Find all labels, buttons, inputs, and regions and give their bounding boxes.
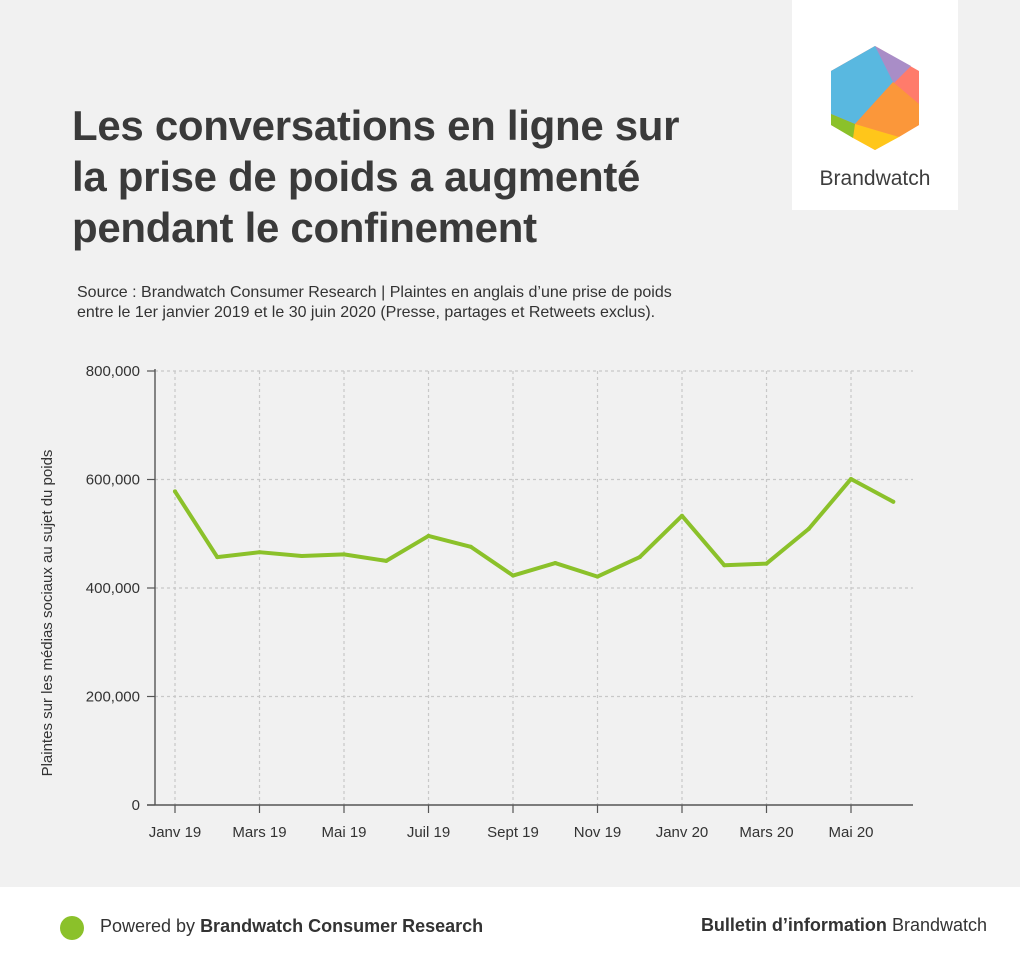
line-chart: 0 200,000 400,000 600,000 800,000 Janv 19 Mars… (39, 363, 913, 841)
data-point (680, 513, 684, 518)
title-line-3: pendant le confinement (72, 204, 537, 251)
x-tick-label: Mars 19 (232, 824, 286, 841)
data-point (299, 553, 304, 558)
y-tick-label: 200,000 (86, 689, 140, 706)
data-point (553, 561, 558, 566)
x-tick-label: Juil 19 (407, 824, 450, 841)
x-tick-label: Mars 20 (739, 824, 793, 841)
powered-brand: Brandwatch Consumer Research (200, 916, 484, 936)
x-tick-label: Janv 20 (656, 824, 709, 841)
x-tick-label: Mai 19 (321, 824, 366, 841)
brandwatch-hexagon-logo-icon (831, 46, 919, 150)
series-line (173, 476, 896, 579)
brand-logo-card: Brandwatch (792, 0, 958, 210)
y-tick-label: 600,000 (86, 472, 140, 489)
data-point (384, 558, 389, 563)
x-tick-label: Nov 19 (574, 824, 622, 841)
bulletin-bold: Bulletin d’information (700, 915, 887, 935)
data-point (173, 489, 177, 494)
title-line-1: Les conversations en ligne sur (72, 102, 680, 149)
y-tick-label: 800,000 (86, 363, 140, 380)
data-point (595, 574, 600, 579)
source-note: Source : Brandwatch Consumer Research | … (77, 283, 777, 323)
data-point (764, 561, 769, 566)
data-point (215, 555, 220, 560)
data-point (891, 499, 896, 504)
bulletin-brand: Brandwatch (886, 915, 987, 935)
powered-by-text: Powered by Brandwatch Consumer Research (100, 916, 483, 937)
title-line-2: la prise de poids a augmenté (72, 153, 641, 200)
y-tick-label: 0 (132, 797, 140, 814)
data-point (468, 544, 473, 549)
data-point (511, 573, 515, 578)
data-point (426, 533, 431, 538)
source-line-2: entre le 1er janvier 2019 et le 30 juin … (77, 304, 656, 321)
x-tick-label: Sept 19 (487, 824, 539, 841)
y-axis-label: Plaintes sur les médias sociaux au sujet… (39, 450, 56, 777)
data-point (637, 555, 642, 560)
page-title: Les conversations en ligne sur la prise … (72, 100, 712, 253)
powered-prefix: Powered by (100, 916, 201, 936)
footer-bar: Powered by Brandwatch Consumer Research … (0, 887, 1020, 963)
data-point (257, 550, 262, 555)
data-point (342, 552, 346, 557)
brand-logo-text: Brandwatch (819, 167, 931, 190)
brand-dot-icon (60, 916, 84, 940)
data-point (722, 563, 727, 568)
y-tick-label: 400,000 (86, 580, 140, 597)
data-point (849, 476, 853, 481)
x-tick-label: Mai 20 (828, 824, 873, 841)
x-tick-label: Janv 19 (149, 824, 202, 841)
bulletin-text: Bulletin d’information Brandwatch (701, 915, 987, 936)
source-line-1: Source : Brandwatch Consumer Research | … (77, 284, 672, 301)
data-point (806, 526, 811, 531)
